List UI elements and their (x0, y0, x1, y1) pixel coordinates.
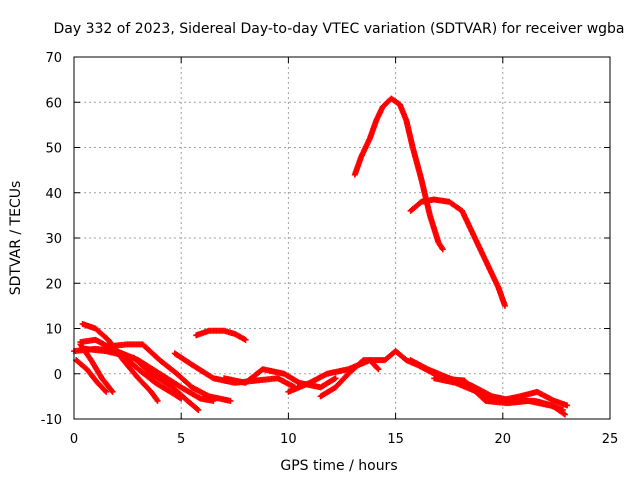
data-point (154, 397, 161, 404)
data-point (108, 387, 115, 394)
series-arc-5 (73, 357, 110, 395)
series-arc-2 (407, 196, 508, 309)
x-axis-label: GPS time / hours (280, 458, 397, 474)
data-point (439, 246, 446, 253)
series-arc-1 (351, 95, 446, 253)
y-axis-ticks: -10 0 10 20 30 40 50 60 70 (41, 51, 610, 428)
y-tick-label: -10 (41, 413, 62, 428)
data-series (71, 95, 571, 418)
series-arc-3 (193, 327, 249, 343)
series-arc-17 (435, 375, 566, 413)
x-tick-label: 15 (387, 432, 404, 447)
grid-lines (74, 57, 610, 419)
x-tick-label: 20 (495, 432, 512, 447)
y-tick-label: 50 (45, 142, 62, 157)
series-arc-12 (221, 366, 339, 391)
data-point (227, 397, 234, 404)
x-tick-label: 25 (602, 432, 619, 447)
data-point (375, 366, 382, 373)
data-point (332, 375, 339, 382)
data-point (242, 336, 249, 343)
data-point (102, 387, 109, 394)
y-tick-label: 20 (45, 277, 62, 292)
x-axis-ticks: 0 5 10 15 20 25 (70, 57, 618, 447)
series-arc-4 (77, 341, 116, 395)
x-tick-label: 10 (280, 432, 297, 447)
data-point (561, 411, 568, 418)
y-tick-label: 30 (45, 232, 62, 247)
data-point (374, 365, 381, 372)
y-axis-label: SDTVAR / TECUs (8, 181, 24, 296)
y-tick-label: 10 (45, 323, 62, 338)
x-tick-label: 0 (70, 432, 78, 447)
series-arc-10 (81, 345, 202, 413)
data-point (109, 388, 116, 395)
data-point (194, 405, 201, 412)
x-tick-label: 5 (177, 432, 185, 447)
series-arc-8 (103, 341, 234, 404)
data-point (501, 302, 508, 309)
data-point (103, 388, 110, 395)
data-point (564, 402, 571, 409)
y-tick-label: 60 (45, 96, 62, 111)
data-point (559, 406, 566, 413)
data-point (195, 406, 202, 413)
data-point (210, 397, 217, 404)
y-tick-label: 40 (45, 187, 62, 202)
y-tick-label: 0 (54, 368, 62, 383)
chart-title: Day 332 of 2023, Sidereal Day-to-day VTE… (53, 21, 624, 37)
y-tick-label: 70 (45, 51, 62, 66)
series-arc-15 (407, 357, 568, 418)
